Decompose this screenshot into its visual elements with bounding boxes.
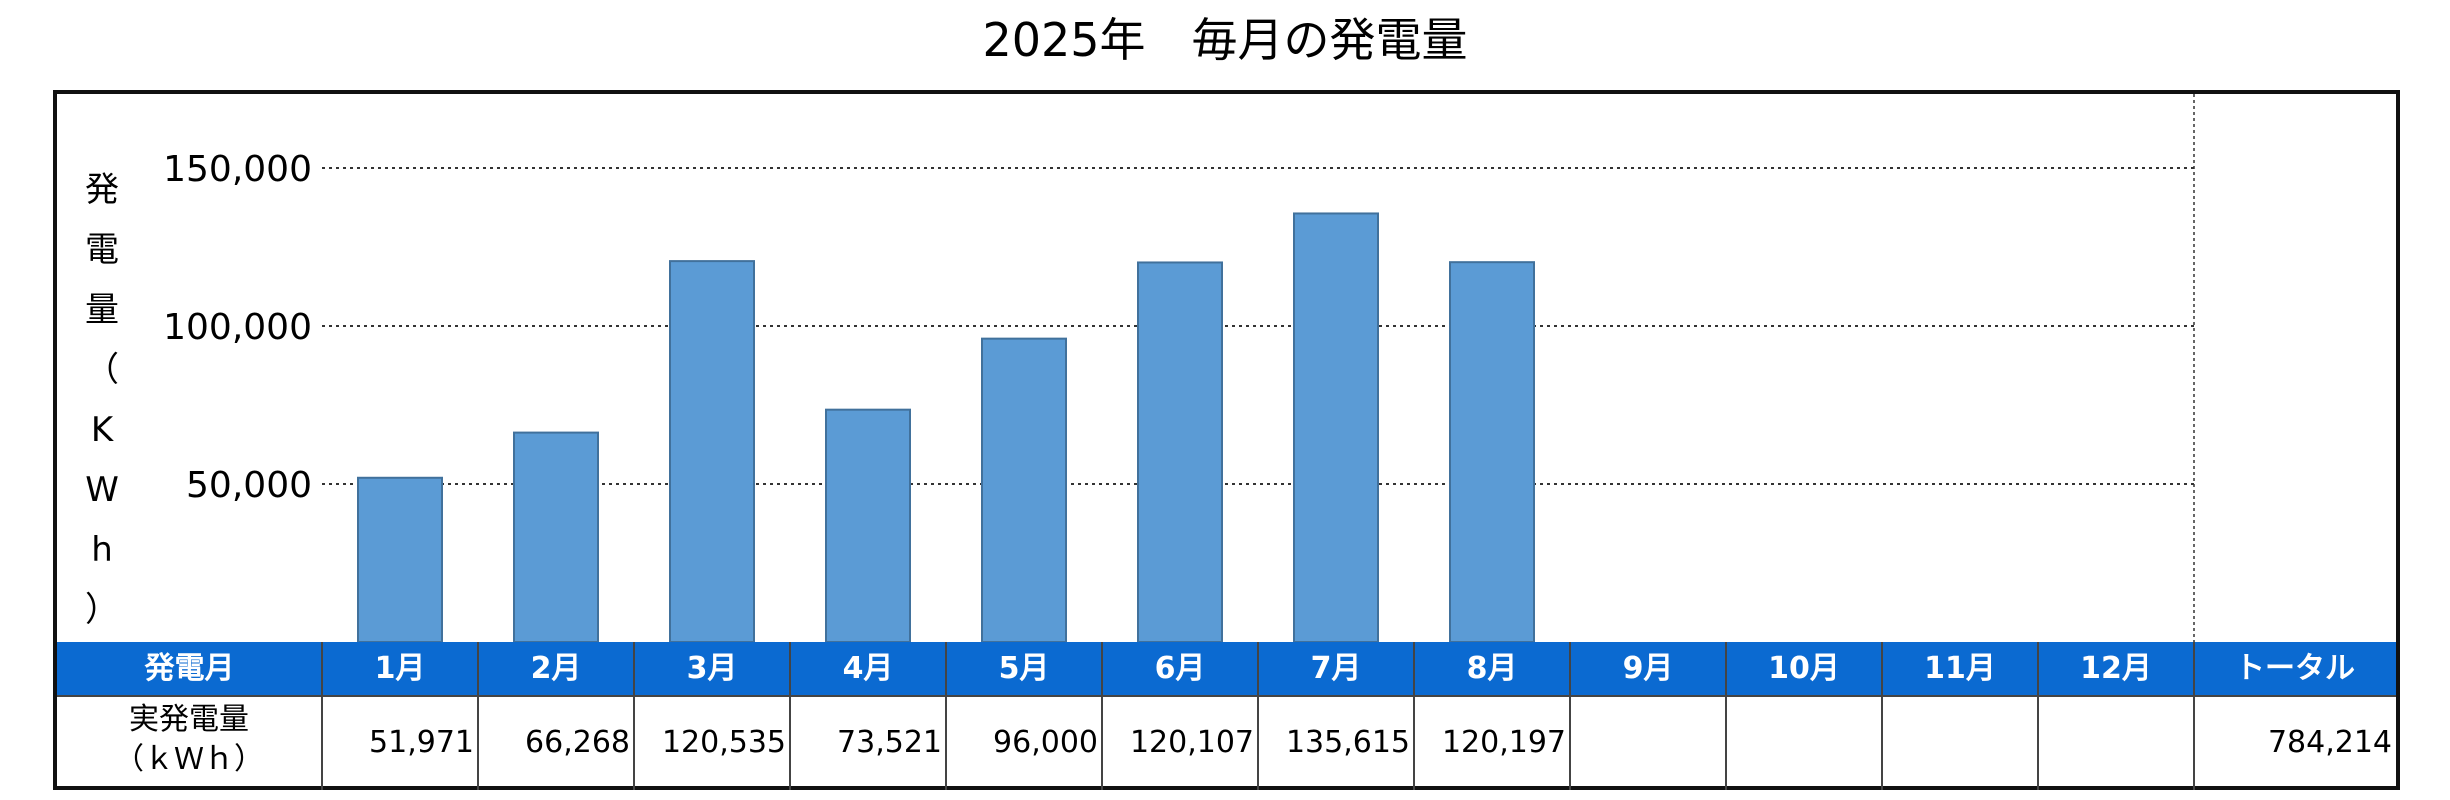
month-value: 120,197 [1441, 725, 1566, 760]
month-header: 11月 [1924, 651, 1996, 686]
y-axis-label-char: 発 [85, 170, 119, 210]
month-value: 135,615 [1285, 725, 1410, 760]
row-label-line: 実発電量 [129, 702, 249, 737]
bar [513, 431, 599, 643]
y-axis-label-char: K [90, 410, 114, 450]
month-value: 66,268 [525, 725, 630, 760]
bar [357, 476, 443, 643]
y-axis-label-char: 量 [85, 290, 119, 330]
bars [357, 212, 1535, 643]
table-lines [57, 642, 2396, 790]
month-value [2038, 696, 2194, 790]
month-header: 9月 [1622, 651, 1674, 686]
month-value: 73,521 [837, 725, 942, 760]
bar [1449, 261, 1535, 643]
y-axis-label-char: W [85, 470, 119, 510]
month-value: 96,000 [993, 725, 1098, 760]
y-axis-label-char: ） [85, 590, 119, 630]
y-axis-label-char: 電 [85, 230, 119, 270]
bar [981, 337, 1067, 643]
month-header: 3月 [686, 651, 738, 686]
month-header: 10月 [1768, 651, 1840, 686]
month-header: 12月 [2080, 651, 2152, 686]
y-axis-label-char: h [91, 530, 113, 570]
month-value [1726, 696, 1882, 790]
bar [825, 408, 911, 643]
total-value: 784,214 [2267, 725, 2392, 760]
month-header: 5月 [998, 651, 1050, 686]
month-header: 6月 [1154, 651, 1206, 686]
month-header: 2月 [530, 651, 582, 686]
y-tick-label: 100,000 [163, 307, 312, 348]
bar [1293, 212, 1379, 643]
bar [669, 260, 755, 643]
month-header: 8月 [1466, 651, 1518, 686]
total-header: トータル [2235, 651, 2355, 686]
chart-title: 2025年 毎月の発電量 [982, 13, 1468, 67]
month-header: 7月 [1310, 651, 1362, 686]
month-value [1882, 696, 2038, 790]
table-header-label: 発電月 [144, 651, 235, 686]
month-value: 51,971 [369, 725, 474, 760]
y-tick-labels: 50,000 100,000 150,000 [163, 149, 312, 506]
y-tick-label: 150,000 [163, 149, 312, 190]
chart-frame [53, 90, 2400, 790]
gridlines [322, 94, 2195, 642]
y-axis-label-char: （ [85, 350, 119, 390]
table-header-background [57, 642, 2396, 696]
month-value: 120,535 [661, 725, 786, 760]
month-value: 120,107 [1129, 725, 1254, 760]
bar [1137, 261, 1223, 643]
month-header: 4月 [842, 651, 894, 686]
row-label-line: （ｋＷｈ） [114, 742, 264, 777]
month-header: 1月 [374, 651, 426, 686]
month-value [1570, 696, 1726, 790]
row-label: 実発電量 （ｋＷｈ） [57, 696, 321, 790]
y-tick-label: 50,000 [186, 465, 312, 506]
